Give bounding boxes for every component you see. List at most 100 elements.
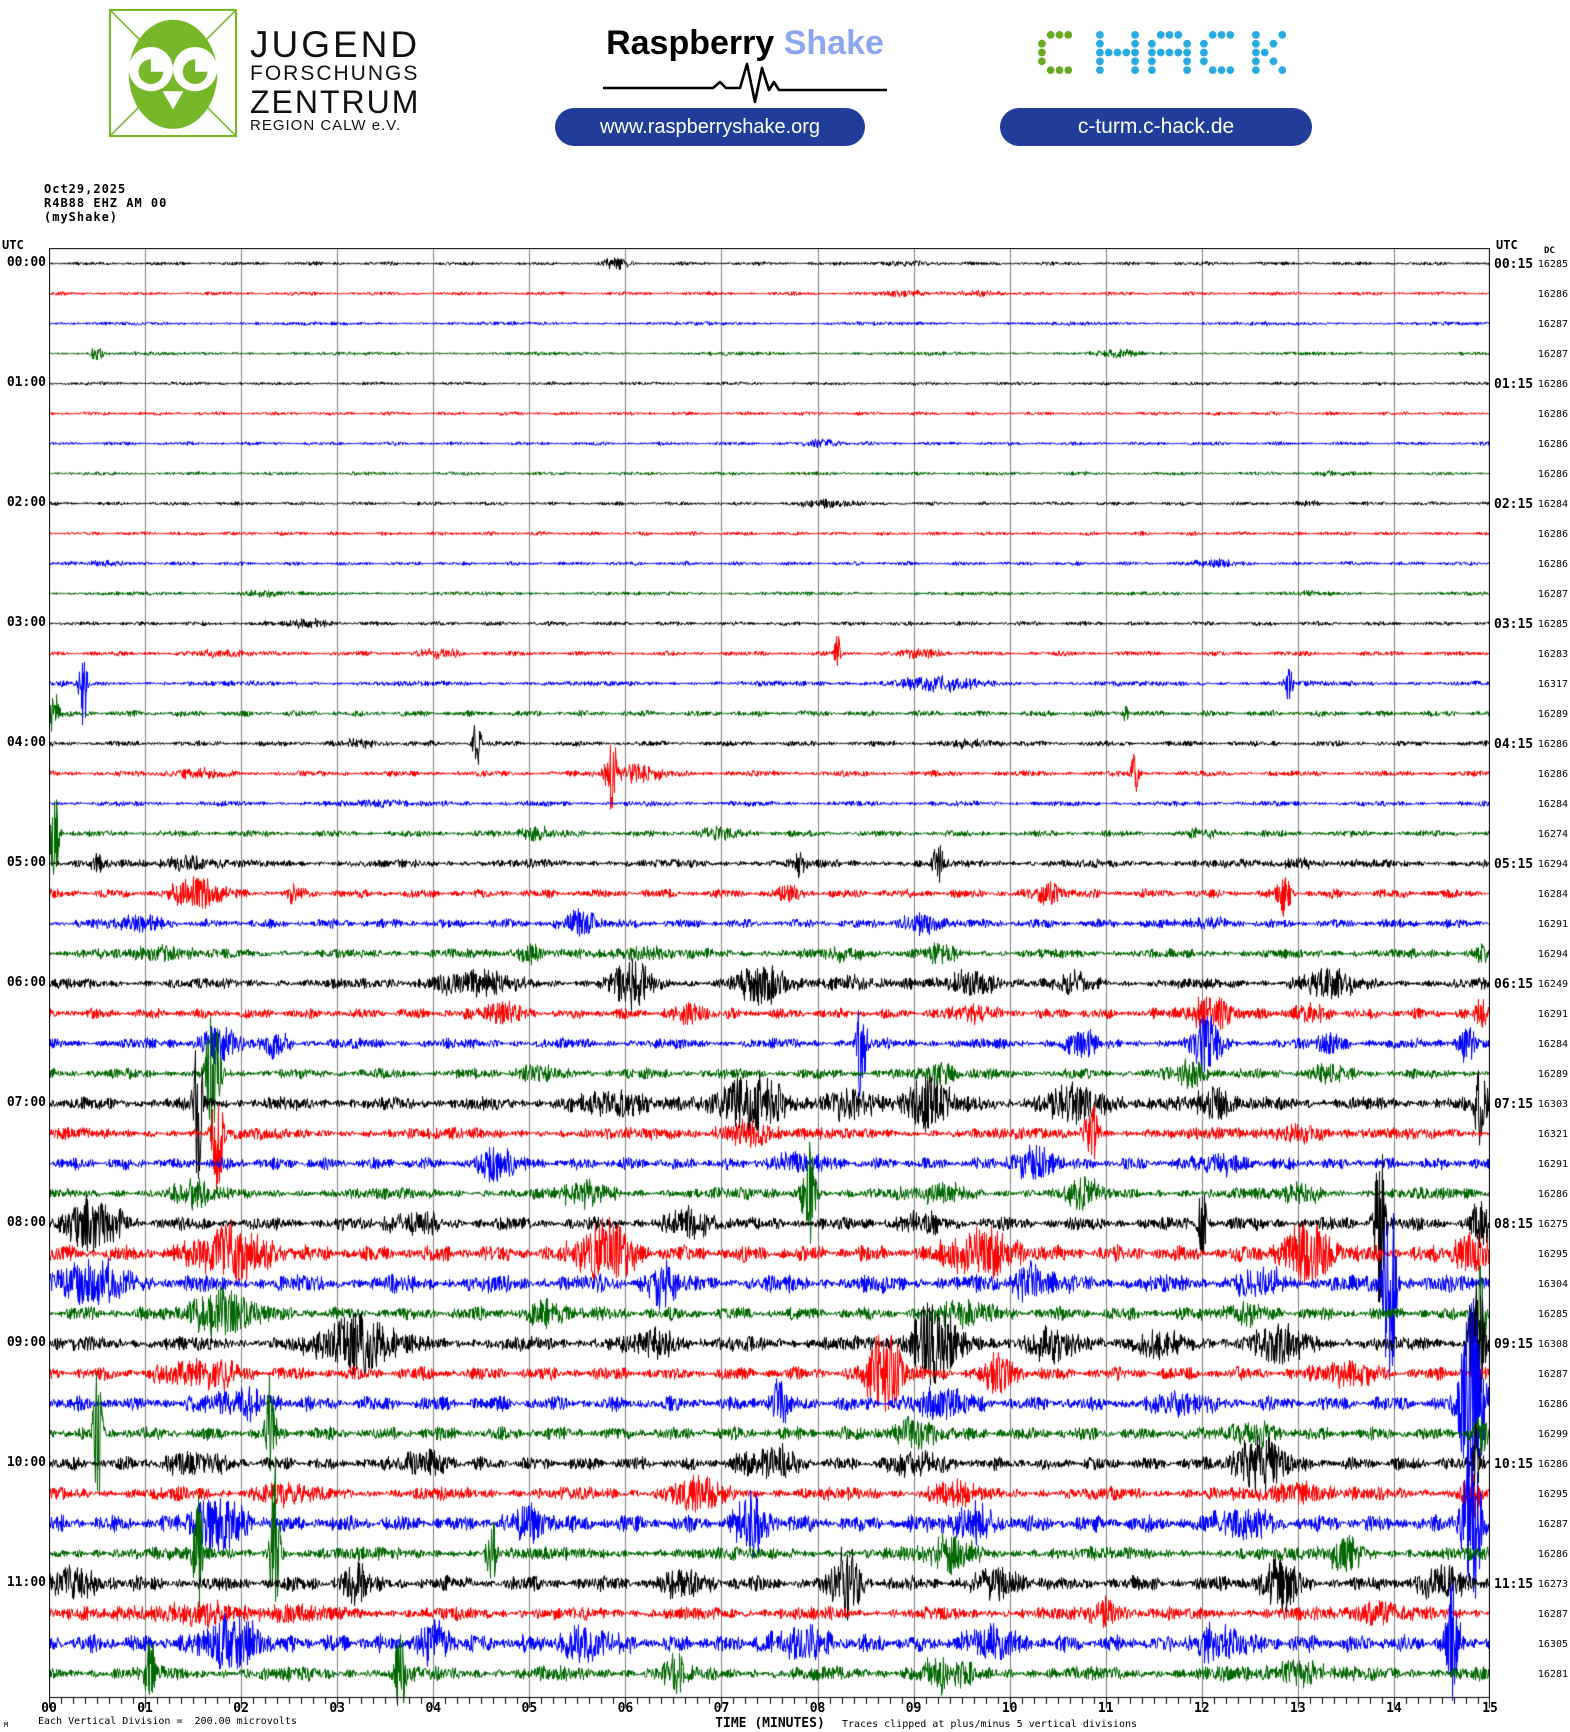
dc-value: 16286 — [1537, 558, 1568, 570]
hour-label-left: 04:00 — [6, 734, 46, 750]
hour-label-left: 03:00 — [6, 614, 46, 630]
dc-value: 16286 — [1537, 468, 1568, 480]
watermark-glyph: M — [4, 1721, 9, 1729]
dc-value: 16285 — [1537, 618, 1568, 630]
x-axis-label: TIME (MINUTES) — [715, 1716, 825, 1731]
dc-value: 16286 — [1537, 288, 1568, 300]
dc-value: 16286 — [1537, 1458, 1568, 1470]
dc-value: 16295 — [1537, 1488, 1568, 1500]
chack-logo — [1038, 31, 1286, 74]
x-tick-label: 12 — [1193, 1701, 1210, 1716]
dc-value: 16294 — [1537, 858, 1568, 870]
dc-value: 16291 — [1537, 1008, 1568, 1020]
dc-value: 16286 — [1537, 1548, 1568, 1560]
dc-value: 16287 — [1537, 1368, 1568, 1380]
heli-station: R4B88 EHZ AM 00 — [44, 196, 168, 210]
hour-label-right: 10:15 — [1494, 1456, 1534, 1472]
dc-value: 16286 — [1537, 738, 1568, 750]
x-tick-label: 05 — [521, 1701, 538, 1716]
dc-value: 16285 — [1537, 1308, 1568, 1320]
dc-value: 16285 — [1537, 258, 1568, 270]
dc-value: 16321 — [1537, 1128, 1568, 1140]
hour-label-left: 07:00 — [6, 1094, 46, 1110]
jfz-title-line-1: JUGEND — [250, 24, 421, 65]
hour-label-right: 02:15 — [1494, 496, 1534, 512]
heli-date: Oct29,2025 — [44, 182, 127, 196]
dc-column-header: DC — [1544, 246, 1555, 256]
dc-value: 16283 — [1537, 648, 1568, 660]
hour-label-right: 08:15 — [1494, 1216, 1534, 1232]
clip-note: Traces clipped at plus/minus 5 vertical … — [842, 1719, 1138, 1730]
hour-label-right: 03:15 — [1494, 616, 1534, 632]
dc-value: 16284 — [1537, 1038, 1568, 1050]
helicorder-canvas — [49, 248, 1490, 1710]
dc-value: 16291 — [1537, 918, 1568, 930]
x-tick-label: 15 — [1482, 1701, 1498, 1716]
x-tick-label: 13 — [1290, 1701, 1306, 1716]
chack-link[interactable]: c-turm.c-hack.de — [1000, 108, 1312, 146]
dc-value: 16284 — [1537, 498, 1568, 510]
hour-label-left: 09:00 — [6, 1334, 46, 1350]
raspberry-shake-waveform-icon — [603, 62, 887, 104]
dc-value: 16287 — [1537, 588, 1568, 600]
jfz-title-line-2: FORSCHUNGS — [250, 62, 420, 85]
dc-value: 16308 — [1537, 1338, 1568, 1350]
dc-value: 16303 — [1537, 1098, 1568, 1110]
dc-value: 16284 — [1537, 798, 1568, 810]
dc-value: 16291 — [1537, 1158, 1568, 1170]
x-tick-label: 04 — [425, 1701, 442, 1716]
x-tick-label: 08 — [809, 1701, 826, 1716]
jfz-title-line-3: ZENTRUM — [250, 84, 421, 120]
hour-label-left: 10:00 — [6, 1454, 46, 1470]
dc-value: 16294 — [1537, 948, 1568, 960]
x-tick-label: 00 — [41, 1701, 57, 1716]
dc-value: 16317 — [1537, 678, 1568, 690]
dc-value: 16287 — [1537, 1518, 1568, 1530]
hour-label-right: 04:15 — [1494, 736, 1534, 752]
x-tick-label: 03 — [329, 1701, 346, 1716]
raspberry-shake-title-black: Raspberry — [606, 24, 775, 62]
dc-value: 16289 — [1537, 1068, 1568, 1080]
hour-label-left: 02:00 — [6, 494, 46, 510]
raspberry-shake-title-blue: Shake — [783, 24, 884, 62]
hour-label-left: 00:00 — [6, 254, 46, 270]
x-tick-label: 10 — [1001, 1701, 1018, 1716]
x-tick-label: 02 — [233, 1701, 249, 1716]
hour-label-left: 01:00 — [6, 374, 46, 390]
hour-label-right: 09:15 — [1494, 1336, 1534, 1352]
hour-label-right: 00:15 — [1494, 256, 1534, 272]
dc-value: 16281 — [1537, 1668, 1568, 1680]
dc-value: 16286 — [1537, 438, 1568, 450]
dc-value: 16275 — [1537, 1218, 1568, 1230]
hour-label-right: 06:15 — [1494, 976, 1534, 992]
hour-label-right: 11:15 — [1494, 1576, 1534, 1592]
hour-label-right: 05:15 — [1494, 856, 1534, 872]
hour-label-left: 06:00 — [6, 974, 46, 990]
jfz-title-line-4: REGION CALW e.V. — [250, 117, 402, 134]
page-header: JUGEND FORSCHUNGS ZENTRUM REGION CALW e.… — [0, 0, 1570, 170]
x-tick-label: 11 — [1097, 1701, 1114, 1716]
dc-value: 16299 — [1537, 1428, 1568, 1440]
dc-value: 16287 — [1537, 318, 1568, 330]
hour-label-left: 11:00 — [6, 1574, 46, 1590]
dc-value: 16286 — [1537, 408, 1568, 420]
hour-label-left: 08:00 — [6, 1214, 46, 1230]
dc-value: 16249 — [1537, 978, 1568, 990]
x-tick-label: 09 — [905, 1701, 922, 1716]
x-tick-label: 14 — [1386, 1701, 1402, 1716]
vertical-division-note: Each Vertical Division = 200.00 microvol… — [38, 1716, 297, 1727]
jfz-owl-logo — [108, 8, 238, 138]
heli-network: (myShake) — [44, 210, 119, 224]
dc-value: 16304 — [1537, 1278, 1568, 1290]
dc-value: 16287 — [1537, 348, 1568, 360]
dc-value: 16286 — [1537, 528, 1568, 540]
dc-value: 16286 — [1537, 378, 1568, 390]
dc-value: 16286 — [1537, 1398, 1568, 1410]
raspberryshake-link[interactable]: www.raspberryshake.org — [555, 108, 865, 146]
dc-value: 16295 — [1537, 1248, 1568, 1260]
hour-label-right: 07:15 — [1494, 1096, 1534, 1112]
hour-label-left: 05:00 — [6, 854, 46, 870]
dc-value: 16273 — [1537, 1578, 1568, 1590]
dc-value: 16289 — [1537, 708, 1568, 720]
